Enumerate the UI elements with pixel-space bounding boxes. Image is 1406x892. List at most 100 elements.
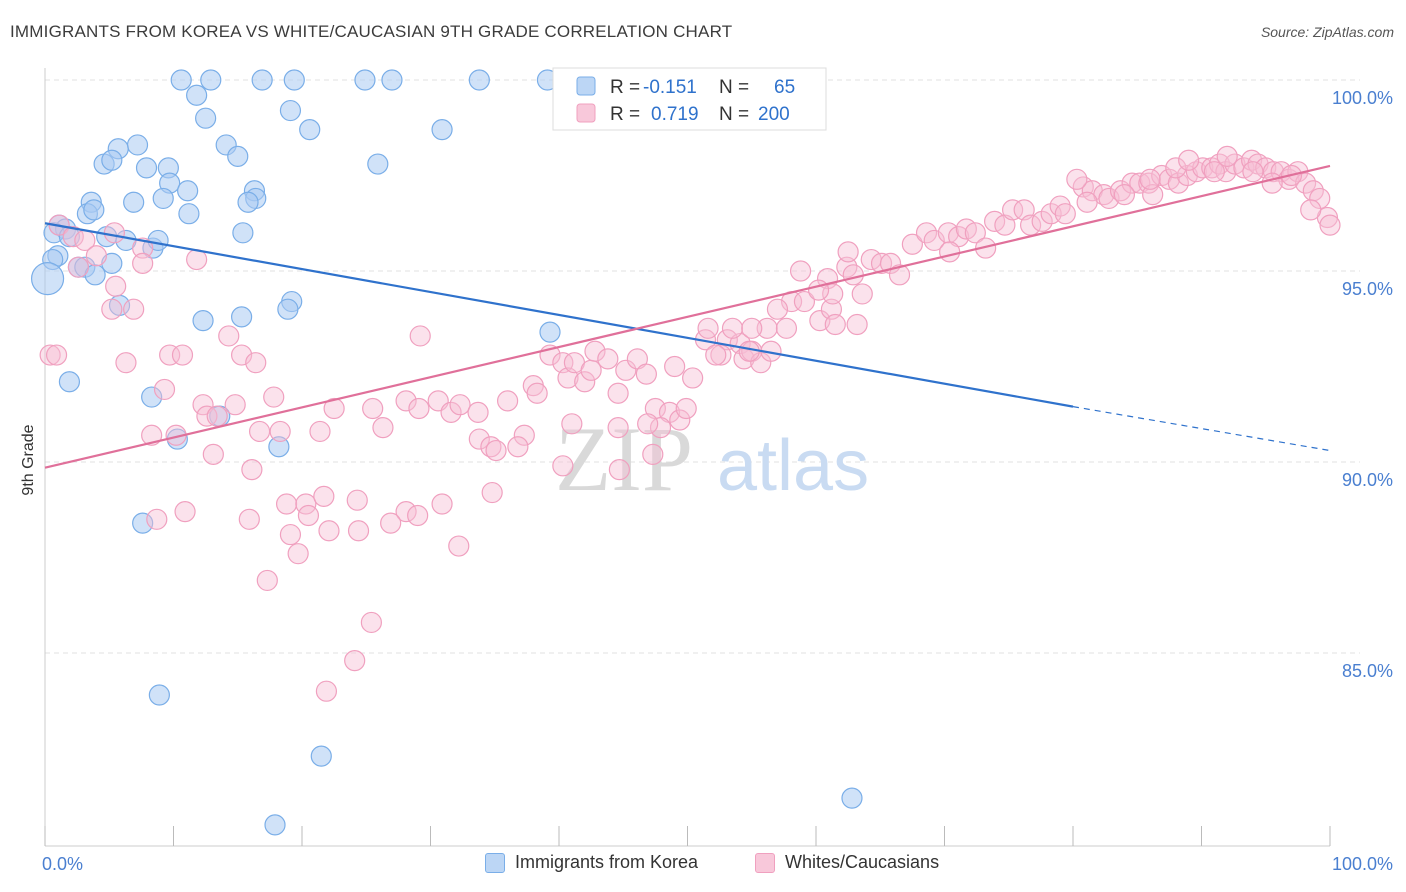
korea-point (58, 371, 81, 393)
white-point (789, 260, 812, 282)
white-point (1242, 161, 1264, 183)
korea-point (283, 69, 305, 91)
x-tick-label: 0.0% (42, 854, 83, 874)
legend-r-label-1: R = (610, 104, 640, 125)
white-point (313, 485, 335, 507)
watermark: ZIP atlas (555, 408, 869, 510)
korea-point (192, 310, 214, 332)
white-point (842, 264, 864, 286)
white-point (738, 340, 760, 362)
white-point (372, 417, 394, 439)
white-point (1216, 145, 1238, 167)
white-point (822, 283, 844, 305)
white-point (192, 394, 214, 416)
korea-point (431, 119, 453, 141)
korea-point (539, 321, 561, 343)
white-point (637, 413, 659, 435)
y-tick-label: 85.0% (1342, 661, 1393, 681)
korea-point (83, 199, 105, 221)
white-point (824, 313, 846, 336)
white-point (146, 508, 168, 530)
legend-item-white[interactable]: Whites/Caucasians (755, 852, 939, 873)
legend-n-value-0: 65 (774, 77, 795, 98)
white-point (580, 359, 602, 381)
white-point (85, 245, 108, 267)
white-point (1002, 199, 1024, 221)
white-point (1165, 157, 1187, 179)
white-point (1076, 191, 1098, 213)
white-point (807, 279, 830, 301)
legend-n-label-1: N = (719, 104, 749, 125)
white-point (901, 233, 923, 255)
korea-point (178, 203, 200, 225)
white-point (407, 504, 429, 527)
white-point (132, 237, 154, 259)
watermark-atlas: atlas (717, 426, 869, 506)
y-tick-label: 95.0% (1342, 279, 1393, 299)
white-point (1300, 199, 1322, 221)
legend-item-korea[interactable]: Immigrants from Korea (485, 852, 698, 873)
white-point (269, 420, 291, 443)
white-point (256, 569, 278, 592)
korea-point (170, 69, 192, 91)
white-trend-line (44, 164, 1331, 469)
white-point (994, 214, 1016, 236)
korea-point (126, 134, 149, 156)
white-point (279, 523, 302, 546)
white-point (851, 283, 873, 305)
korea-point (101, 252, 123, 274)
white-point (174, 501, 196, 523)
white-point (309, 420, 331, 443)
korea-point (381, 69, 403, 91)
white-point (705, 344, 727, 366)
white-point (608, 459, 630, 481)
korea-point (277, 298, 299, 320)
korea-point (186, 84, 208, 106)
white-point (1109, 180, 1132, 202)
white-point (649, 417, 672, 439)
points-layer (30, 69, 1341, 836)
white-point (45, 344, 68, 366)
white-point (584, 340, 606, 362)
korea-point (135, 157, 158, 179)
y-tick-label: 90.0% (1342, 470, 1393, 490)
korea-point (231, 306, 253, 328)
korea-point (468, 69, 490, 91)
white-point (323, 397, 345, 420)
chart-title: IMMIGRANTS FROM KOREA VS WHITE/CAUCASIAN… (10, 22, 733, 41)
white-point (669, 409, 691, 431)
legend-r-value-1: 0.719 (651, 104, 699, 125)
legend-swatch-white (576, 103, 596, 123)
korea-point (123, 191, 145, 213)
white-point (449, 394, 471, 416)
white-point (409, 325, 431, 347)
white-point (846, 313, 868, 336)
white-point (103, 222, 125, 244)
korea-point (251, 69, 273, 91)
white-point (497, 390, 519, 412)
korea-point (195, 107, 217, 129)
white-point (224, 394, 246, 416)
white-point (297, 504, 320, 527)
y-axis-label: 9th Grade (20, 424, 37, 495)
white-point (318, 520, 340, 542)
legend-n-label-0: N = (719, 77, 749, 98)
korea-point (200, 69, 222, 91)
x-tick-label: 100.0% (1332, 854, 1393, 874)
white-point (607, 382, 629, 404)
white-point (346, 489, 368, 511)
korea-trend-extension (1072, 406, 1331, 452)
series-legend: Immigrants from Korea Whites/Caucasians (0, 852, 1406, 876)
white-point (101, 298, 123, 320)
white-point (1178, 149, 1200, 171)
white-point (360, 611, 382, 634)
white-point (275, 493, 298, 515)
white-point (315, 680, 338, 702)
white-point (766, 298, 789, 320)
white-point (1031, 210, 1053, 232)
white-point (1319, 214, 1341, 236)
source-credit: Source: ZipAtlas.com (1260, 24, 1394, 40)
white-point (507, 436, 529, 458)
white-point (597, 348, 619, 370)
white-point (1215, 161, 1237, 183)
